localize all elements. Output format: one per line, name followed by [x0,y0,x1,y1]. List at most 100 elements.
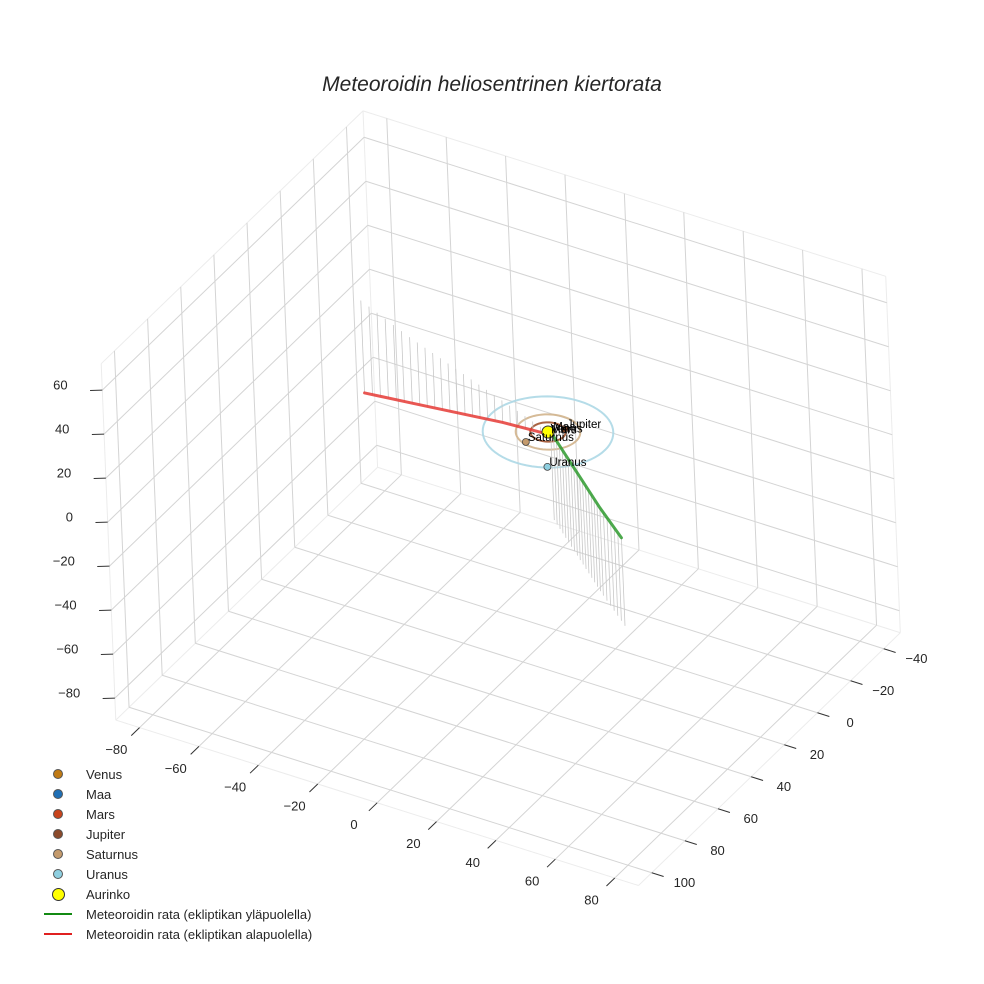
x-tick [309,783,319,793]
z-tick-label: 60 [53,377,67,392]
legend-line-icon [44,933,72,935]
drop-line [582,480,587,569]
drop-line [384,318,389,399]
x-gridline [317,530,580,785]
drop-line [556,440,561,529]
x-tick [427,821,437,830]
legend-swatch [36,933,80,935]
y-gridline [327,514,851,682]
z-tick-label: 40 [55,421,69,436]
legend-label: Aurinko [86,886,131,902]
legend-label: Meteoroidin rata (ekliptikan alapuolella… [86,926,313,942]
z-gridline [112,400,376,655]
drop-line [486,389,489,420]
y-gridline [228,610,752,778]
y-gridline [246,222,263,580]
legend-marker-icon [53,769,63,779]
y-tick-label: −20 [872,683,894,698]
x-gridline [861,268,878,626]
drop-line [587,489,593,578]
drop-line [439,358,443,410]
x-gridline [257,512,521,766]
z-gridline [371,312,895,480]
drop-line [576,472,581,561]
legend-marker-icon [53,829,63,839]
planet-marker-saturnus [521,438,530,446]
pane-edge [377,466,901,634]
drop-line [561,449,567,538]
drop-line [579,476,584,565]
legend-item[interactable]: Jupiter [36,824,312,844]
y-tick-label: 0 [847,715,854,730]
x-tick [368,802,378,812]
pane-edge [638,632,901,886]
z-gridline [110,356,374,611]
drop-line [509,405,511,425]
legend-swatch [36,769,80,779]
legend-label: Meteoroidin rata (ekliptikan yläpuolella… [86,906,312,922]
planet-label: Mars [551,425,577,437]
y-tick-label: 20 [810,747,824,762]
chart-title: Meteoroidin heliosentrinen kiertorata [322,73,662,96]
drop-line [409,337,413,404]
trajectory-below-ecliptic [363,391,550,436]
y-tick [684,840,697,845]
legend-label: Uranus [86,866,128,882]
legend-item[interactable]: Mars [36,804,312,824]
drop-line [516,410,519,427]
x-tick [190,746,200,755]
x-gridline [505,155,521,513]
drop-line [573,467,578,556]
legend-item[interactable]: Maa [36,784,312,804]
y-gridline [113,350,130,708]
pane-edge [100,363,117,721]
drop-line [593,498,599,587]
legend-swatch [36,913,80,915]
legend-item[interactable]: Uranus [36,864,312,884]
x-tick-label: −20 [284,798,306,813]
x-gridline [436,568,699,822]
drop-line [570,463,575,552]
legend-item[interactable]: Saturnus [36,844,312,864]
drop-line [610,522,615,611]
legend-marker-icon [53,849,63,859]
x-gridline [139,474,402,728]
x-tick-label: 0 [350,817,357,832]
y-tick-label: 60 [743,811,757,826]
z-tick-label: −80 [58,685,80,700]
z-gridline [105,224,369,479]
z-tick-label: −40 [55,597,77,612]
legend-item[interactable]: Meteoroidin rata (ekliptikan yläpuolella… [36,904,312,924]
legend-marker-icon [51,887,65,901]
trajectory-above-ecliptic [546,426,623,540]
x-tick-label: 40 [466,855,480,870]
z-tick-label: 0 [66,509,73,524]
drop-line [501,400,504,423]
legend-label: Saturnus [86,846,139,862]
legend-item[interactable]: Venus [36,764,312,784]
drop-line [596,503,601,592]
z-gridline [109,312,372,567]
x-gridline [376,549,640,804]
z-gridline [369,268,893,436]
y-gridline [312,158,329,516]
x-tick [606,877,616,887]
y-gridline [345,126,362,484]
gridlines [101,118,900,879]
legend-item[interactable]: Aurinko [36,884,312,904]
legend-swatch [36,789,80,799]
orbit-saturnus [514,413,582,451]
legend-label: Mars [86,806,115,822]
y-tick [817,712,830,717]
x-gridline [554,606,818,860]
z-gridline [372,356,896,524]
legend-item[interactable]: Meteoroidin rata (ekliptikan alapuolella… [36,924,312,944]
x-tick-label: −80 [105,742,127,757]
z-gridline [107,268,370,523]
sun-marker [541,425,555,439]
z-gridline [114,444,378,699]
y-gridline [162,674,686,842]
planet-label: Venus [551,423,583,435]
